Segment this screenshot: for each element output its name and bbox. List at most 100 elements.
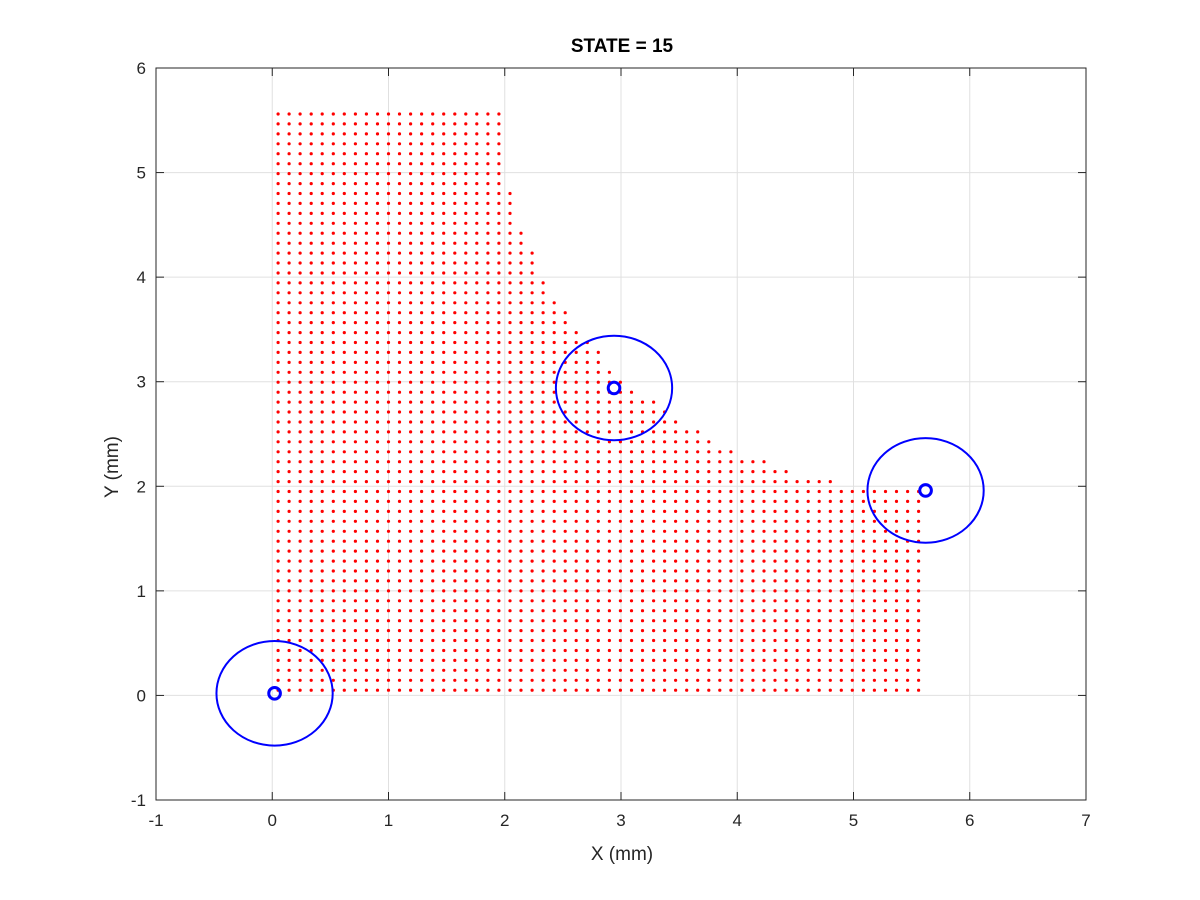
y-tick-label: -1 bbox=[131, 791, 146, 810]
mesh-point bbox=[729, 679, 732, 682]
mesh-point bbox=[321, 569, 324, 572]
mesh-point bbox=[486, 480, 489, 483]
mesh-point bbox=[553, 361, 556, 364]
mesh-point bbox=[785, 649, 788, 652]
mesh-point bbox=[575, 331, 578, 334]
mesh-point bbox=[310, 401, 313, 404]
mesh-point bbox=[365, 470, 368, 473]
mesh-point bbox=[630, 560, 633, 563]
mesh-point bbox=[332, 609, 335, 612]
mesh-point bbox=[409, 530, 412, 533]
mesh-point bbox=[785, 639, 788, 642]
mesh-point bbox=[310, 500, 313, 503]
mesh-point bbox=[519, 460, 522, 463]
mesh-point bbox=[508, 311, 511, 314]
mesh-point bbox=[553, 510, 556, 513]
mesh-point bbox=[597, 381, 600, 384]
mesh-point bbox=[431, 301, 434, 304]
mesh-point bbox=[332, 589, 335, 592]
mesh-point bbox=[398, 291, 401, 294]
mesh-point bbox=[321, 212, 324, 215]
mesh-point bbox=[542, 301, 545, 304]
mesh-point bbox=[409, 540, 412, 543]
mesh-point bbox=[475, 490, 478, 493]
mesh-point bbox=[564, 649, 567, 652]
mesh-point bbox=[486, 510, 489, 513]
mesh-point bbox=[630, 619, 633, 622]
mesh-point bbox=[575, 649, 578, 652]
mesh-point bbox=[420, 420, 423, 423]
mesh-point bbox=[321, 162, 324, 165]
mesh-point bbox=[453, 401, 456, 404]
mesh-point bbox=[376, 261, 379, 264]
mesh-point bbox=[696, 669, 699, 672]
mesh-point bbox=[464, 391, 467, 394]
mesh-point bbox=[619, 450, 622, 453]
mesh-point bbox=[597, 371, 600, 374]
mesh-point bbox=[387, 232, 390, 235]
mesh-point bbox=[299, 480, 302, 483]
mesh-point bbox=[785, 619, 788, 622]
mesh-point bbox=[486, 440, 489, 443]
mesh-point bbox=[332, 152, 335, 155]
contact-inner-circle bbox=[269, 688, 281, 700]
mesh-point bbox=[431, 639, 434, 642]
mesh-point bbox=[873, 609, 876, 612]
mesh-point bbox=[398, 520, 401, 523]
mesh-point bbox=[575, 629, 578, 632]
mesh-point bbox=[508, 252, 511, 255]
mesh-point bbox=[398, 480, 401, 483]
mesh-point bbox=[343, 371, 346, 374]
mesh-point bbox=[376, 172, 379, 175]
mesh-point bbox=[508, 649, 511, 652]
mesh-point bbox=[553, 301, 556, 304]
mesh-point bbox=[343, 281, 346, 284]
mesh-point bbox=[299, 301, 302, 304]
mesh-point bbox=[475, 311, 478, 314]
mesh-point bbox=[387, 371, 390, 374]
mesh-point bbox=[497, 291, 500, 294]
mesh-point bbox=[387, 311, 390, 314]
mesh-point bbox=[564, 321, 567, 324]
mesh-point bbox=[486, 252, 489, 255]
mesh-point bbox=[299, 361, 302, 364]
mesh-point bbox=[619, 619, 622, 622]
mesh-point bbox=[464, 490, 467, 493]
mesh-point bbox=[288, 619, 291, 622]
mesh-point bbox=[420, 331, 423, 334]
mesh-point bbox=[332, 301, 335, 304]
mesh-point bbox=[685, 639, 688, 642]
mesh-point bbox=[553, 619, 556, 622]
mesh-point bbox=[343, 579, 346, 582]
mesh-point bbox=[332, 212, 335, 215]
mesh-point bbox=[453, 222, 456, 225]
mesh-point bbox=[321, 142, 324, 145]
x-tick-label: 5 bbox=[849, 811, 858, 830]
mesh-point bbox=[608, 480, 611, 483]
mesh-point bbox=[431, 252, 434, 255]
mesh-point bbox=[288, 440, 291, 443]
mesh-point bbox=[586, 440, 589, 443]
mesh-point bbox=[773, 669, 776, 672]
mesh-point bbox=[442, 311, 445, 314]
mesh-point bbox=[586, 639, 589, 642]
mesh-point bbox=[409, 589, 412, 592]
mesh-point bbox=[310, 579, 313, 582]
mesh-point bbox=[398, 182, 401, 185]
mesh-point bbox=[431, 371, 434, 374]
mesh-point bbox=[420, 132, 423, 135]
mesh-point bbox=[818, 599, 821, 602]
mesh-point bbox=[542, 689, 545, 692]
mesh-point bbox=[895, 510, 898, 513]
mesh-point bbox=[464, 321, 467, 324]
mesh-point bbox=[762, 579, 765, 582]
mesh-point bbox=[387, 510, 390, 513]
mesh-point bbox=[453, 569, 456, 572]
mesh-point bbox=[829, 490, 832, 493]
mesh-point bbox=[575, 480, 578, 483]
mesh-point bbox=[851, 689, 854, 692]
mesh-point bbox=[332, 510, 335, 513]
mesh-point bbox=[531, 669, 534, 672]
mesh-point bbox=[398, 192, 401, 195]
y-tick-label: 3 bbox=[137, 373, 146, 392]
